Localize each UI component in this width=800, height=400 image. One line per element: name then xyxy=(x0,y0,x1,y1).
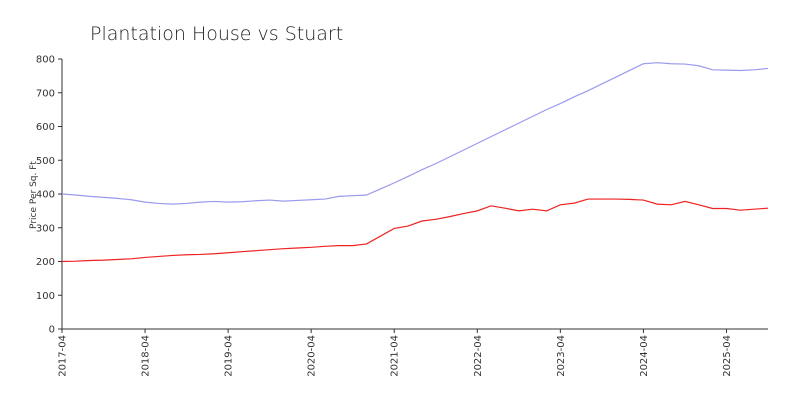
y-tick-label: 0 xyxy=(49,325,55,336)
series-line xyxy=(61,198,769,263)
chart-title: Plantation House vs Stuart xyxy=(90,23,343,45)
y-tick-label: 600 xyxy=(36,122,55,133)
x-tick-label: 2020-04 xyxy=(307,335,318,377)
y-tick-label: 400 xyxy=(36,190,55,201)
y-tick-label: 500 xyxy=(36,156,55,167)
x-tick-label: 2024-04 xyxy=(639,335,650,377)
y-tick-label: 300 xyxy=(36,223,55,234)
x-tick-label: 2017-04 xyxy=(58,335,69,377)
x-tick-label: 2022-04 xyxy=(473,335,484,377)
x-tick-label: 2021-04 xyxy=(390,335,401,377)
series-line xyxy=(61,62,769,205)
y-axis-label: Price Per Sq. Ft xyxy=(29,161,39,229)
x-tick-label: 2018-04 xyxy=(141,335,152,377)
x-tick-label: 2023-04 xyxy=(556,335,567,377)
y-tick-label: 200 xyxy=(36,257,55,268)
x-tick-label: 2025-04 xyxy=(722,335,733,377)
y-tick-label: 700 xyxy=(36,88,55,99)
x-tick-label: 2019-04 xyxy=(224,335,235,377)
y-tick-label: 100 xyxy=(36,291,55,302)
y-tick-label: 800 xyxy=(36,55,55,66)
